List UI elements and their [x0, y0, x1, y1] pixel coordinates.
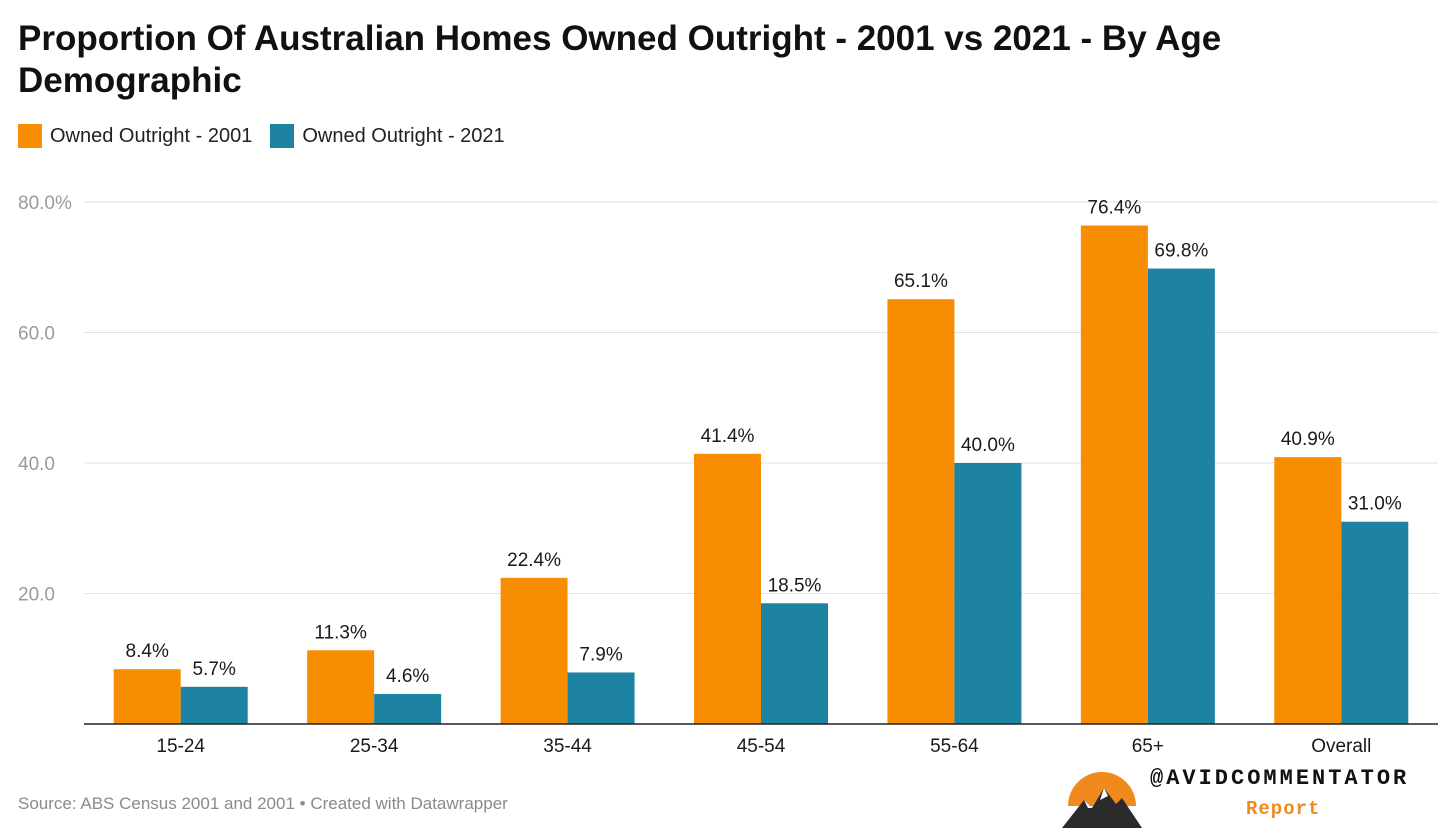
data-label: 11.3%: [314, 622, 367, 643]
chart-title: Proportion Of Australian Homes Owned Out…: [18, 19, 1222, 100]
data-label: 40.0%: [961, 435, 1015, 456]
data-label: 76.4%: [1087, 197, 1141, 218]
data-label: 18.5%: [768, 575, 822, 596]
brand-block: @AVIDCOMMENTATOR Report: [1058, 762, 1438, 830]
bar: [1147, 268, 1215, 724]
bar: [887, 299, 955, 724]
bar: [307, 650, 375, 724]
data-label: 69.8%: [1154, 241, 1208, 262]
legend-item-2021: Owned Outright - 2021: [270, 124, 505, 148]
y-tick-label: 20.0: [18, 585, 55, 606]
brand-subtitle: Report: [1246, 798, 1321, 820]
bar: [374, 693, 442, 724]
x-tick-label: 65+: [1132, 736, 1164, 757]
brand-handle: @AVIDCOMMENTATOR: [1150, 766, 1410, 791]
y-tick-label: 60.0: [18, 324, 55, 345]
legend-label-2021: Owned Outright - 2021: [302, 124, 505, 147]
data-label: 7.9%: [579, 644, 622, 665]
x-tick-label: Overall: [1311, 736, 1371, 757]
x-tick-label: 15-24: [156, 736, 205, 757]
legend-item-2001: Owned Outright - 2001: [18, 124, 252, 148]
bar: [567, 672, 635, 724]
legend-swatch-2021: [270, 124, 295, 148]
data-label: 4.6%: [386, 666, 429, 687]
data-label: 41.4%: [701, 426, 755, 447]
bar: [694, 453, 761, 724]
data-label: 22.4%: [507, 550, 561, 571]
x-tick-label: 25-34: [350, 736, 399, 757]
bar: [180, 686, 248, 724]
x-tick-label: 35-44: [543, 736, 592, 757]
bar: [761, 603, 828, 724]
bar: [954, 463, 1022, 724]
data-label: 31.0%: [1348, 494, 1402, 515]
bar: [1341, 521, 1409, 724]
bar: [1274, 457, 1342, 724]
x-tick-label: 45-54: [737, 736, 786, 757]
legend-swatch-2001: [18, 124, 42, 148]
bar: [1080, 225, 1148, 725]
data-label: 8.4%: [126, 641, 169, 662]
bar: [500, 577, 568, 724]
y-tick-label: 80.0%: [18, 193, 72, 214]
x-tick-label: 55-64: [930, 736, 979, 757]
bar: [113, 669, 181, 724]
data-label: 65.1%: [894, 271, 948, 292]
data-label: 40.9%: [1281, 429, 1335, 450]
source-note: Source: ABS Census 2001 and 2001 • Creat…: [18, 794, 508, 813]
y-tick-label: 40.0: [18, 454, 55, 475]
legend: Owned Outright - 2001 Owned Outright - 2…: [18, 124, 523, 148]
data-label: 5.7%: [193, 659, 236, 680]
sunset-mountain-logo-icon: [1062, 772, 1142, 828]
legend-label-2001: Owned Outright - 2001: [50, 124, 253, 147]
